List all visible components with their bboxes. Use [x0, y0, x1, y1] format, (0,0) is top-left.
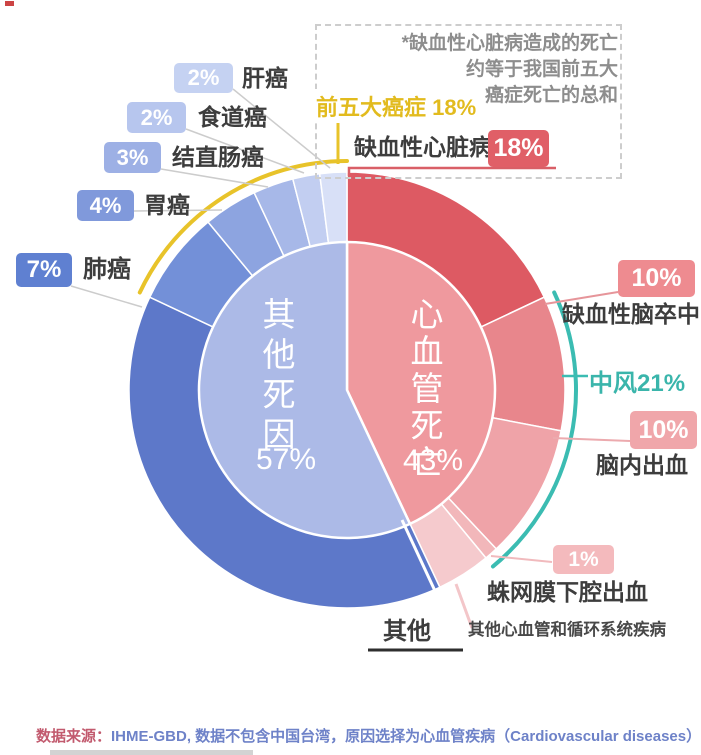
colorectal-cancer-badge: 3%: [104, 142, 161, 173]
intracerebral-hemorrhage-badge: 10%: [630, 411, 697, 449]
lung-cancer-badge: 7%: [16, 253, 72, 287]
intracerebral-hemorrhage-label: 脑内出血: [596, 452, 688, 478]
stomach-cancer-badge: 4%: [77, 190, 134, 221]
ihd-label: 缺血性心脏病: [354, 134, 492, 160]
esophageal-cancer-badge: 2%: [127, 102, 186, 133]
ischemic-stroke-badge: 10%: [618, 260, 695, 297]
annotation-line: 癌症死亡的总和: [484, 85, 618, 106]
annotation-text: *缺血性心脏病造成的死亡 约等于我国前五大 癌症死亡的总和: [330, 31, 618, 109]
liver-cancer-badge: 2%: [174, 63, 233, 93]
annotation-line: 约等于我国前五大: [465, 59, 618, 80]
center-right-name: 心血管死亡: [406, 297, 443, 482]
bracket-arc-stroke-total: [490, 290, 578, 569]
leader-intracerebral: [552, 437, 631, 442]
lung-cancer-label: 肺癌: [83, 256, 131, 283]
logo-mark: [5, 1, 14, 6]
other-cvd-label: 其他心血管和循环系统疾病: [468, 621, 666, 639]
ihd-badge: 18%: [488, 130, 549, 167]
inner-pie-other: [197, 240, 412, 540]
subarachnoid-hemorrhage-label: 蛛网膜下腔出血: [487, 579, 648, 605]
leader-other-cvd: [454, 583, 474, 629]
stroke-total-label: 中风21%: [589, 370, 686, 397]
leader-ischemic-stroke: [544, 291, 619, 305]
annotation-line: *缺血性心脏病造成的死亡: [401, 33, 618, 54]
esophageal-cancer-label: 食道癌: [198, 104, 267, 130]
liver-cancer-label: 肝癌: [242, 65, 288, 91]
leader-esophageal-cancer: [185, 128, 305, 174]
cropped-bottom-bar: [50, 750, 253, 755]
center-left-name: 其他死因: [258, 297, 295, 457]
center-right-percent: 43%: [403, 444, 464, 477]
inner-pie-cardio: [345, 240, 497, 526]
leader-subarachnoid: [490, 555, 553, 563]
data-source-text: IHME-GBD, 数据不包含中国台湾，原因选择为心血管疾病（Cardiovas…: [111, 728, 701, 745]
colorectal-cancer-label: 结直肠癌: [172, 144, 264, 170]
leader-colorectal-cancer: [160, 168, 269, 188]
center-left-percent: 57%: [256, 443, 317, 476]
leader-liver-cancer: [232, 88, 331, 169]
ischemic-stroke-label: 缺血性脑卒中: [562, 301, 700, 327]
leader-lung-cancer: [70, 285, 143, 308]
top5-cancers-bracket-label: 前五大癌症 18%: [313, 89, 480, 123]
data-source: 数据来源：IHME-GBD, 数据不包含中国台湾，原因选择为心血管疾病（Card…: [36, 725, 701, 746]
stomach-cancer-label: 胃癌: [144, 192, 190, 218]
data-source-prefix: 数据来源：: [36, 728, 112, 745]
leader-ihd: [347, 166, 556, 176]
other-causes-label: 其他: [383, 618, 431, 645]
subarachnoid-hemorrhage-badge: 1%: [553, 545, 614, 574]
leader-other-causes: [400, 519, 464, 650]
leader-stomach-cancer: [133, 209, 223, 212]
bracket-arc-top5-cancers: [137, 159, 349, 295]
